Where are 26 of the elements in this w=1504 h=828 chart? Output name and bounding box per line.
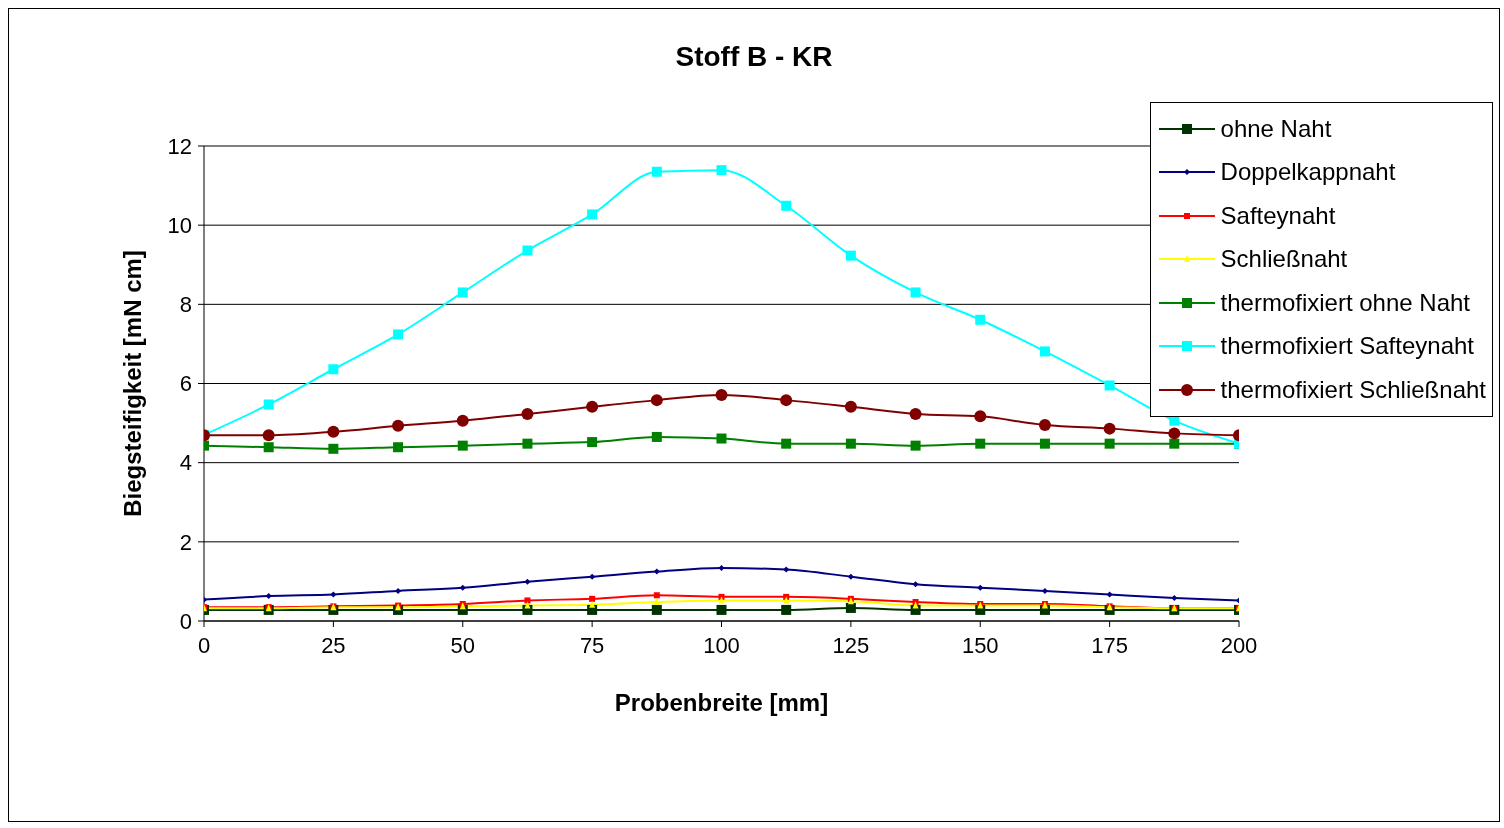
x-tick-label: 50 [450, 632, 475, 658]
y-axis-title: Biegsteifigkeit [mN cm] [118, 250, 146, 517]
y-tick-label: 6 [179, 371, 192, 397]
chart-title: Stoff B - KR [674, 41, 834, 73]
x-tick-label: 150 [961, 632, 999, 658]
y-tick-label: 12 [167, 133, 192, 159]
x-axis-title: Probenbreite [mm] [614, 689, 829, 716]
x-tick-label: 0 [197, 632, 211, 658]
x-tick-label: 25 [321, 632, 346, 658]
legend-label: thermofixiert Safteynaht [1220, 332, 1474, 361]
y-tick-label: 4 [179, 450, 192, 476]
legend-label: thermofixiert Schließnaht [1220, 375, 1486, 404]
y-tick-label: 0 [179, 608, 192, 634]
x-tick-label: 75 [579, 632, 605, 658]
x-tick-label: 175 [1091, 632, 1128, 658]
y-tick-label: 10 [167, 212, 192, 238]
x-tick-label: 125 [832, 632, 870, 658]
legend-label: thermofixiert ohne Naht [1220, 288, 1471, 317]
y-tick-label: 2 [179, 529, 192, 555]
x-tick-label: 200 [1220, 632, 1258, 658]
legend-label: Schließnaht [1220, 245, 1348, 274]
y-tick-label: 8 [179, 292, 192, 318]
legend-label: Safteynaht [1220, 201, 1336, 230]
x-tick-label: 100 [703, 632, 740, 658]
legend-label: Doppelkappnaht [1220, 158, 1396, 187]
legend-label: ohne Naht [1220, 114, 1332, 143]
